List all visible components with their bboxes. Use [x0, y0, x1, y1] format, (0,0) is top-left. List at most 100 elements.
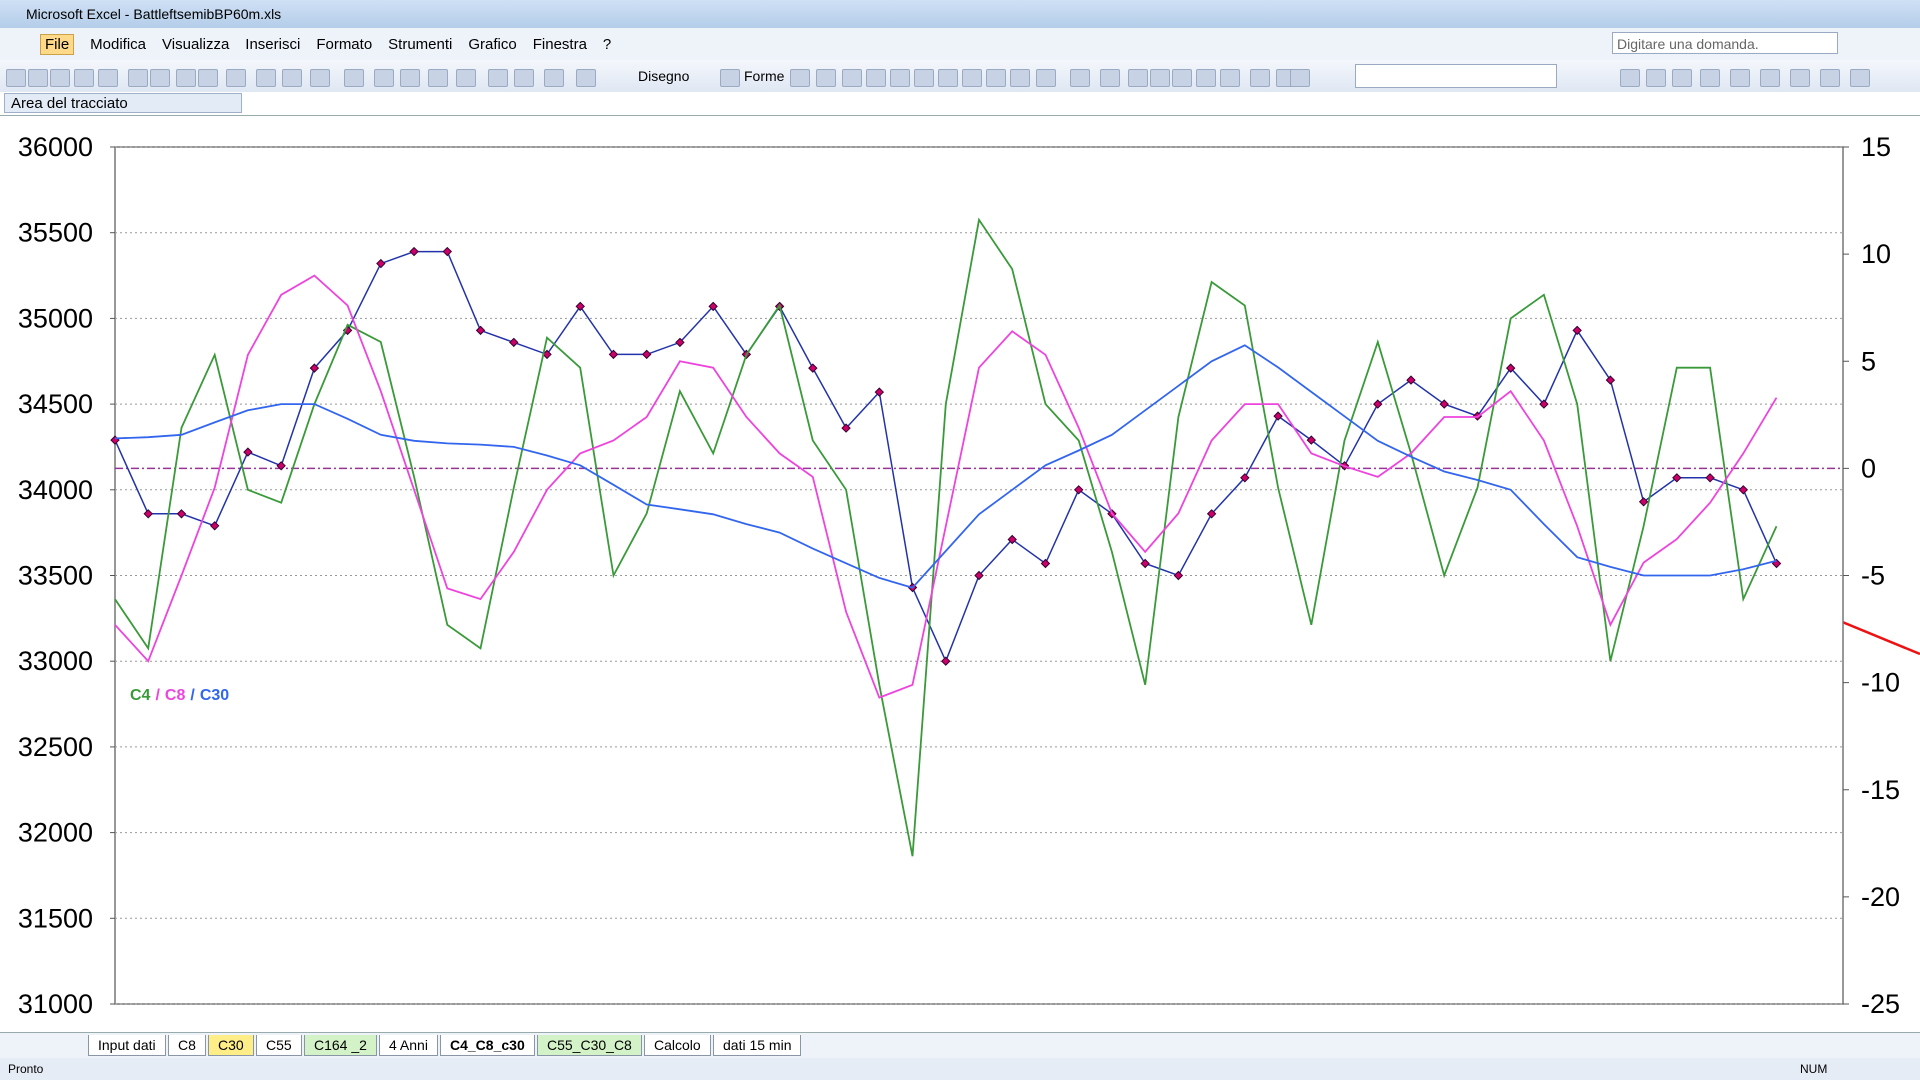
toolbar-button[interactable]	[1730, 69, 1750, 87]
sheet-tab[interactable]: C4_C8_c30	[440, 1035, 535, 1056]
sheet-tab[interactable]: dati 15 min	[713, 1035, 802, 1056]
name-box[interactable]: Area del tracciato	[4, 93, 242, 113]
toolbar-button[interactable]	[1036, 69, 1056, 87]
toolbar-button[interactable]	[576, 69, 596, 87]
toolbar-button[interactable]	[1850, 69, 1870, 87]
toolbar-button[interactable]	[962, 69, 982, 87]
y2-tick-label: -10	[1861, 668, 1900, 698]
toolbar-button[interactable]	[344, 69, 364, 87]
series-line	[114, 274, 1778, 699]
toolbar-button[interactable]	[1620, 69, 1640, 87]
menu-item[interactable]: Modifica	[90, 35, 147, 53]
menu-item[interactable]: File	[40, 33, 75, 55]
data-point	[1406, 375, 1416, 385]
toolbar-button[interactable]	[544, 69, 564, 87]
shapes-menu[interactable]: Forme	[744, 68, 785, 84]
toolbar-button[interactable]	[1760, 69, 1780, 87]
data-point	[708, 301, 718, 312]
toolbar-button[interactable]	[1196, 69, 1216, 87]
help-box[interactable]: Digitare una domanda.	[1612, 32, 1838, 54]
toolbar-button[interactable]	[816, 69, 836, 87]
toolbar-button[interactable]	[428, 69, 448, 87]
menu-item[interactable]: Grafico	[468, 35, 517, 53]
sheet-tab[interactable]: C30	[208, 1035, 254, 1056]
data-point	[1539, 399, 1549, 409]
toolbar-button[interactable]	[74, 69, 94, 87]
y-tick-label: 34000	[18, 475, 93, 505]
toolbar-button[interactable]	[256, 69, 276, 87]
sheet-tab[interactable]: C55_C30_C8	[537, 1035, 642, 1056]
data-point	[1173, 570, 1184, 581]
data-point	[1306, 435, 1317, 445]
toolbar-button[interactable]	[890, 69, 910, 87]
toolbar-button[interactable]	[1790, 69, 1810, 87]
sheet-tab[interactable]: C164 _2	[304, 1035, 377, 1056]
toolbar-button[interactable]	[28, 69, 48, 87]
sheet-tab[interactable]: Calcolo	[644, 1035, 711, 1056]
toolbar-button[interactable]	[720, 69, 740, 87]
menu-item[interactable]: Formato	[316, 35, 373, 53]
toolbar-button[interactable]	[176, 69, 196, 87]
toolbar-button[interactable]	[310, 69, 330, 87]
toolbar-button[interactable]	[488, 69, 508, 87]
toolbar-button[interactable]	[98, 69, 118, 87]
menu-item[interactable]: ?	[602, 35, 612, 53]
sheet-tabs: Input dati C8 C30 C55 C164 _2 4 Anni C4_C8_c30…	[0, 1032, 1920, 1058]
data-point	[1572, 325, 1582, 336]
toolbar-button[interactable]	[6, 69, 26, 87]
menu-item[interactable]: Inserisci	[245, 35, 301, 53]
toolbar-button[interactable]	[914, 69, 934, 87]
toolbar-button[interactable]	[1150, 69, 1170, 87]
sheet-tab[interactable]: 4 Anni	[379, 1035, 438, 1056]
toolbar-button[interactable]	[282, 69, 302, 87]
toolbar-button[interactable]	[374, 69, 394, 87]
data-point	[974, 570, 984, 581]
menu-item[interactable]: Strumenti	[388, 35, 453, 53]
data-point	[1605, 375, 1616, 385]
sheet-tab[interactable]: C8	[168, 1035, 206, 1056]
data-point	[808, 363, 818, 373]
data-point	[1373, 399, 1383, 409]
data-point	[1439, 399, 1449, 409]
toolbar-button[interactable]	[986, 69, 1006, 87]
sheet-tab[interactable]: C55	[256, 1035, 302, 1056]
y2-tick-label: -25	[1861, 989, 1900, 1019]
chart: 31000 31500 32000 32500 33000 33500 34000 34500…	[0, 117, 1920, 1031]
toolbar-button[interactable]	[1290, 69, 1310, 87]
toolbar-button[interactable]	[514, 69, 534, 87]
sheet-tab[interactable]: Input dati	[88, 1035, 166, 1056]
toolbar-button[interactable]	[1070, 69, 1090, 87]
menu-item[interactable]: Visualizza	[162, 35, 230, 53]
toolbar-button[interactable]	[400, 69, 420, 87]
toolbar-button[interactable]	[128, 69, 148, 87]
toolbar-button[interactable]	[790, 69, 810, 87]
toolbar-button[interactable]	[150, 69, 170, 87]
legend-entry: C8	[165, 687, 186, 704]
toolbar-button[interactable]	[456, 69, 476, 87]
toolbar-button[interactable]	[1700, 69, 1720, 87]
toolbar-button[interactable]	[866, 69, 886, 87]
toolbar-button[interactable]	[938, 69, 958, 87]
toolbar-button[interactable]	[1100, 69, 1120, 87]
toolbar-button[interactable]	[198, 69, 218, 87]
toolbar-button[interactable]	[1250, 69, 1270, 87]
toolbar-button[interactable]	[1010, 69, 1030, 87]
draw-menu[interactable]: Disegno	[638, 68, 690, 84]
toolbar-button[interactable]	[1220, 69, 1240, 87]
toolbar-button[interactable]	[1672, 69, 1692, 87]
toolbar-button[interactable]	[1172, 69, 1192, 87]
menu-item[interactable]: Finestra	[532, 35, 587, 53]
y2-tick-label: -15	[1861, 775, 1900, 805]
toolbar-button[interactable]	[226, 69, 246, 87]
toolbar-button[interactable]	[1128, 69, 1148, 87]
toolbar-button[interactable]	[1646, 69, 1666, 87]
font-box[interactable]	[1355, 64, 1557, 88]
y2-tick-label: 10	[1861, 239, 1891, 269]
data-point	[1240, 473, 1250, 483]
status-text: Pronto	[8, 1062, 44, 1076]
toolbar-button[interactable]	[50, 69, 70, 87]
toolbar-button[interactable]	[842, 69, 862, 87]
toolbar-button[interactable]	[1820, 69, 1840, 87]
y-tick-label: 33000	[18, 646, 93, 676]
